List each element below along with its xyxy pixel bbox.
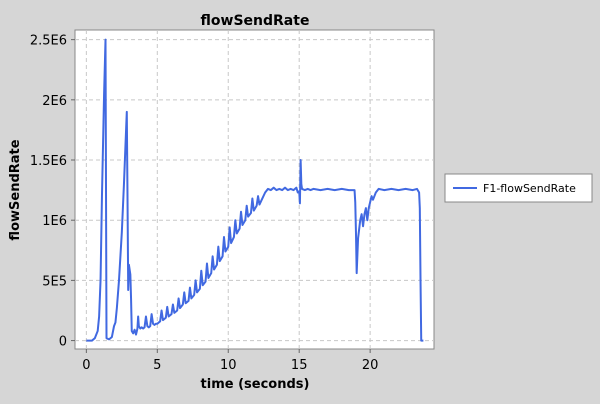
x-axis-label: time (seconds) [201, 377, 310, 392]
axes: 0 5 10 15 20 0 5E5 1E6 1.5E6 2E6 2.5E6 [30, 34, 379, 373]
y-tick-label: 1E6 [42, 214, 67, 229]
y-tick-label: 2.5E6 [30, 34, 67, 49]
x-tick-label: 10 [220, 358, 237, 373]
grid [75, 30, 434, 349]
legend: F1-flowSendRate [444, 173, 593, 203]
series-layer [86, 38, 424, 342]
chart-title: flowSendRate [201, 13, 310, 29]
x-tick-label: 5 [153, 358, 161, 373]
y-tick-label: 2E6 [42, 94, 67, 109]
series-line [86, 38, 424, 342]
plot-area [74, 29, 435, 350]
x-tick-label: 20 [362, 358, 379, 373]
y-axis-label: flowSendRate [8, 139, 23, 240]
y-tick-label: 5E5 [42, 274, 67, 289]
x-tick-label: 15 [291, 358, 308, 373]
y-tick-label: 1.5E6 [30, 154, 67, 169]
x-tick-label: 0 [82, 358, 90, 373]
y-tick-label: 0 [59, 335, 67, 350]
legend-label: F1-flowSendRate [483, 182, 576, 195]
